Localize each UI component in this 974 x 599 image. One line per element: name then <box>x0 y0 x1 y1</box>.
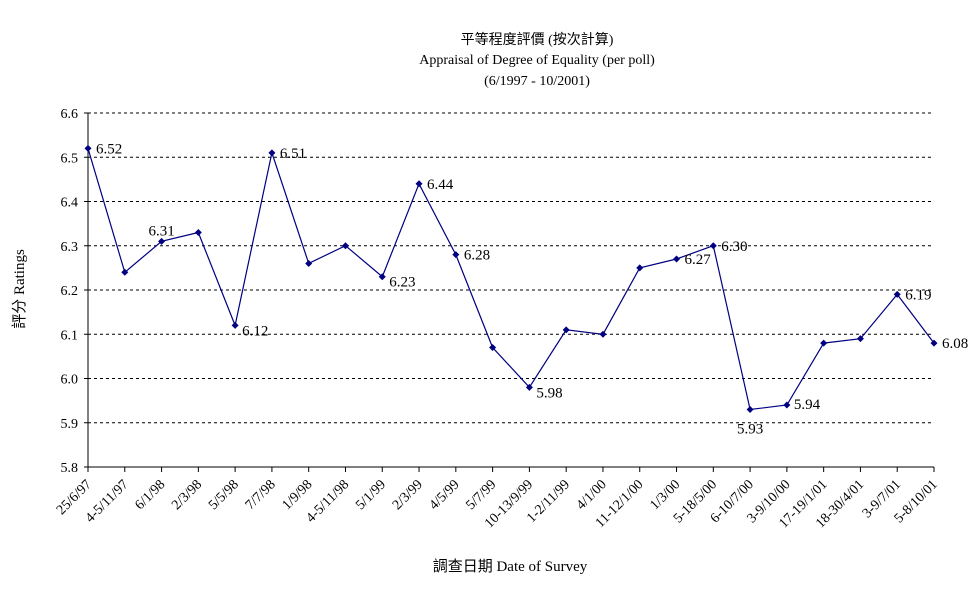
data-point <box>599 330 607 338</box>
data-label: 6.12 <box>242 323 268 339</box>
data-point <box>489 344 497 352</box>
y-tick-label: 6.1 <box>61 328 79 343</box>
chart-subtitle: Appraisal of Degree of Equality (per pol… <box>419 53 655 68</box>
x-axis-title: 調查日期 Date of Survey <box>433 558 588 575</box>
data-point <box>856 335 864 343</box>
data-point <box>194 228 202 236</box>
x-tick-label: 5/1/99 <box>353 477 389 513</box>
data-point <box>452 251 460 259</box>
data-point <box>783 401 791 409</box>
data-label: 6.27 <box>685 252 712 268</box>
x-tick-label: 7/7/98 <box>243 477 279 513</box>
data-point <box>562 326 570 334</box>
y-tick-label: 5.9 <box>61 417 79 432</box>
data-point <box>636 264 644 272</box>
x-tick-label: 2/3/99 <box>390 477 426 513</box>
y-tick-label: 6.4 <box>61 196 79 211</box>
data-label: 6.30 <box>721 239 747 255</box>
data-label: 5.94 <box>794 397 821 413</box>
axes <box>84 112 935 472</box>
y-tick-label: 6.2 <box>61 284 79 299</box>
y-axis-title: 評分 Ratings <box>11 249 28 329</box>
data-label: 5.98 <box>536 385 562 401</box>
data-labels: 6.52 6.31 6.12 6.51 6.23 6.44 6.28 5.98 6.27 6.30… <box>96 141 968 437</box>
data-point <box>231 321 239 329</box>
x-tick-labels: 25/6/974-5/11/97 6/1/98 2/3/98 5/5/98 7/7/98… <box>54 477 941 531</box>
series-layer <box>84 144 938 413</box>
x-tick-label: 2/3/98 <box>169 477 205 513</box>
data-point <box>893 290 901 298</box>
data-point <box>415 180 423 188</box>
gridlines <box>88 112 934 424</box>
data-point <box>378 273 386 281</box>
data-point <box>930 339 938 347</box>
chart-title: 平等程度評價 (按次計算) <box>461 31 614 48</box>
data-label: 6.08 <box>942 336 968 352</box>
data-point <box>746 405 754 413</box>
data-label: 6.23 <box>389 275 415 291</box>
data-label: 6.52 <box>96 141 122 157</box>
data-point <box>709 242 717 250</box>
y-tick-label: 5.8 <box>61 461 79 476</box>
chart-subtitle-range: (6/1997 - 10/2001) <box>484 74 590 89</box>
data-label: 6.28 <box>464 248 490 264</box>
data-label: 5.93 <box>737 421 763 437</box>
y-tick-label: 6.3 <box>61 240 79 255</box>
y-tick-labels: 5.8 5.9 6.0 6.1 6.2 6.3 6.4 6.5 6.6 <box>61 107 79 476</box>
series-line <box>87 148 935 411</box>
y-tick-label: 6.5 <box>61 151 79 166</box>
data-point <box>525 383 533 391</box>
data-point <box>158 237 166 245</box>
data-point <box>84 144 92 152</box>
data-point <box>820 339 828 347</box>
y-tick-label: 6.6 <box>61 107 79 122</box>
x-tick-label: 4/5/99 <box>427 477 463 513</box>
data-label: 6.19 <box>905 287 931 303</box>
y-tick-label: 6.0 <box>61 373 79 388</box>
data-label: 6.44 <box>427 177 454 193</box>
data-label: 6.31 <box>148 223 174 239</box>
x-tick-label: 6/1/98 <box>132 477 168 513</box>
data-point <box>341 242 349 250</box>
data-point <box>305 259 313 267</box>
data-label: 6.51 <box>280 146 306 162</box>
data-point <box>121 268 129 276</box>
data-point <box>673 255 681 263</box>
x-tick-label: 5/5/98 <box>206 477 242 513</box>
data-point <box>268 149 276 157</box>
